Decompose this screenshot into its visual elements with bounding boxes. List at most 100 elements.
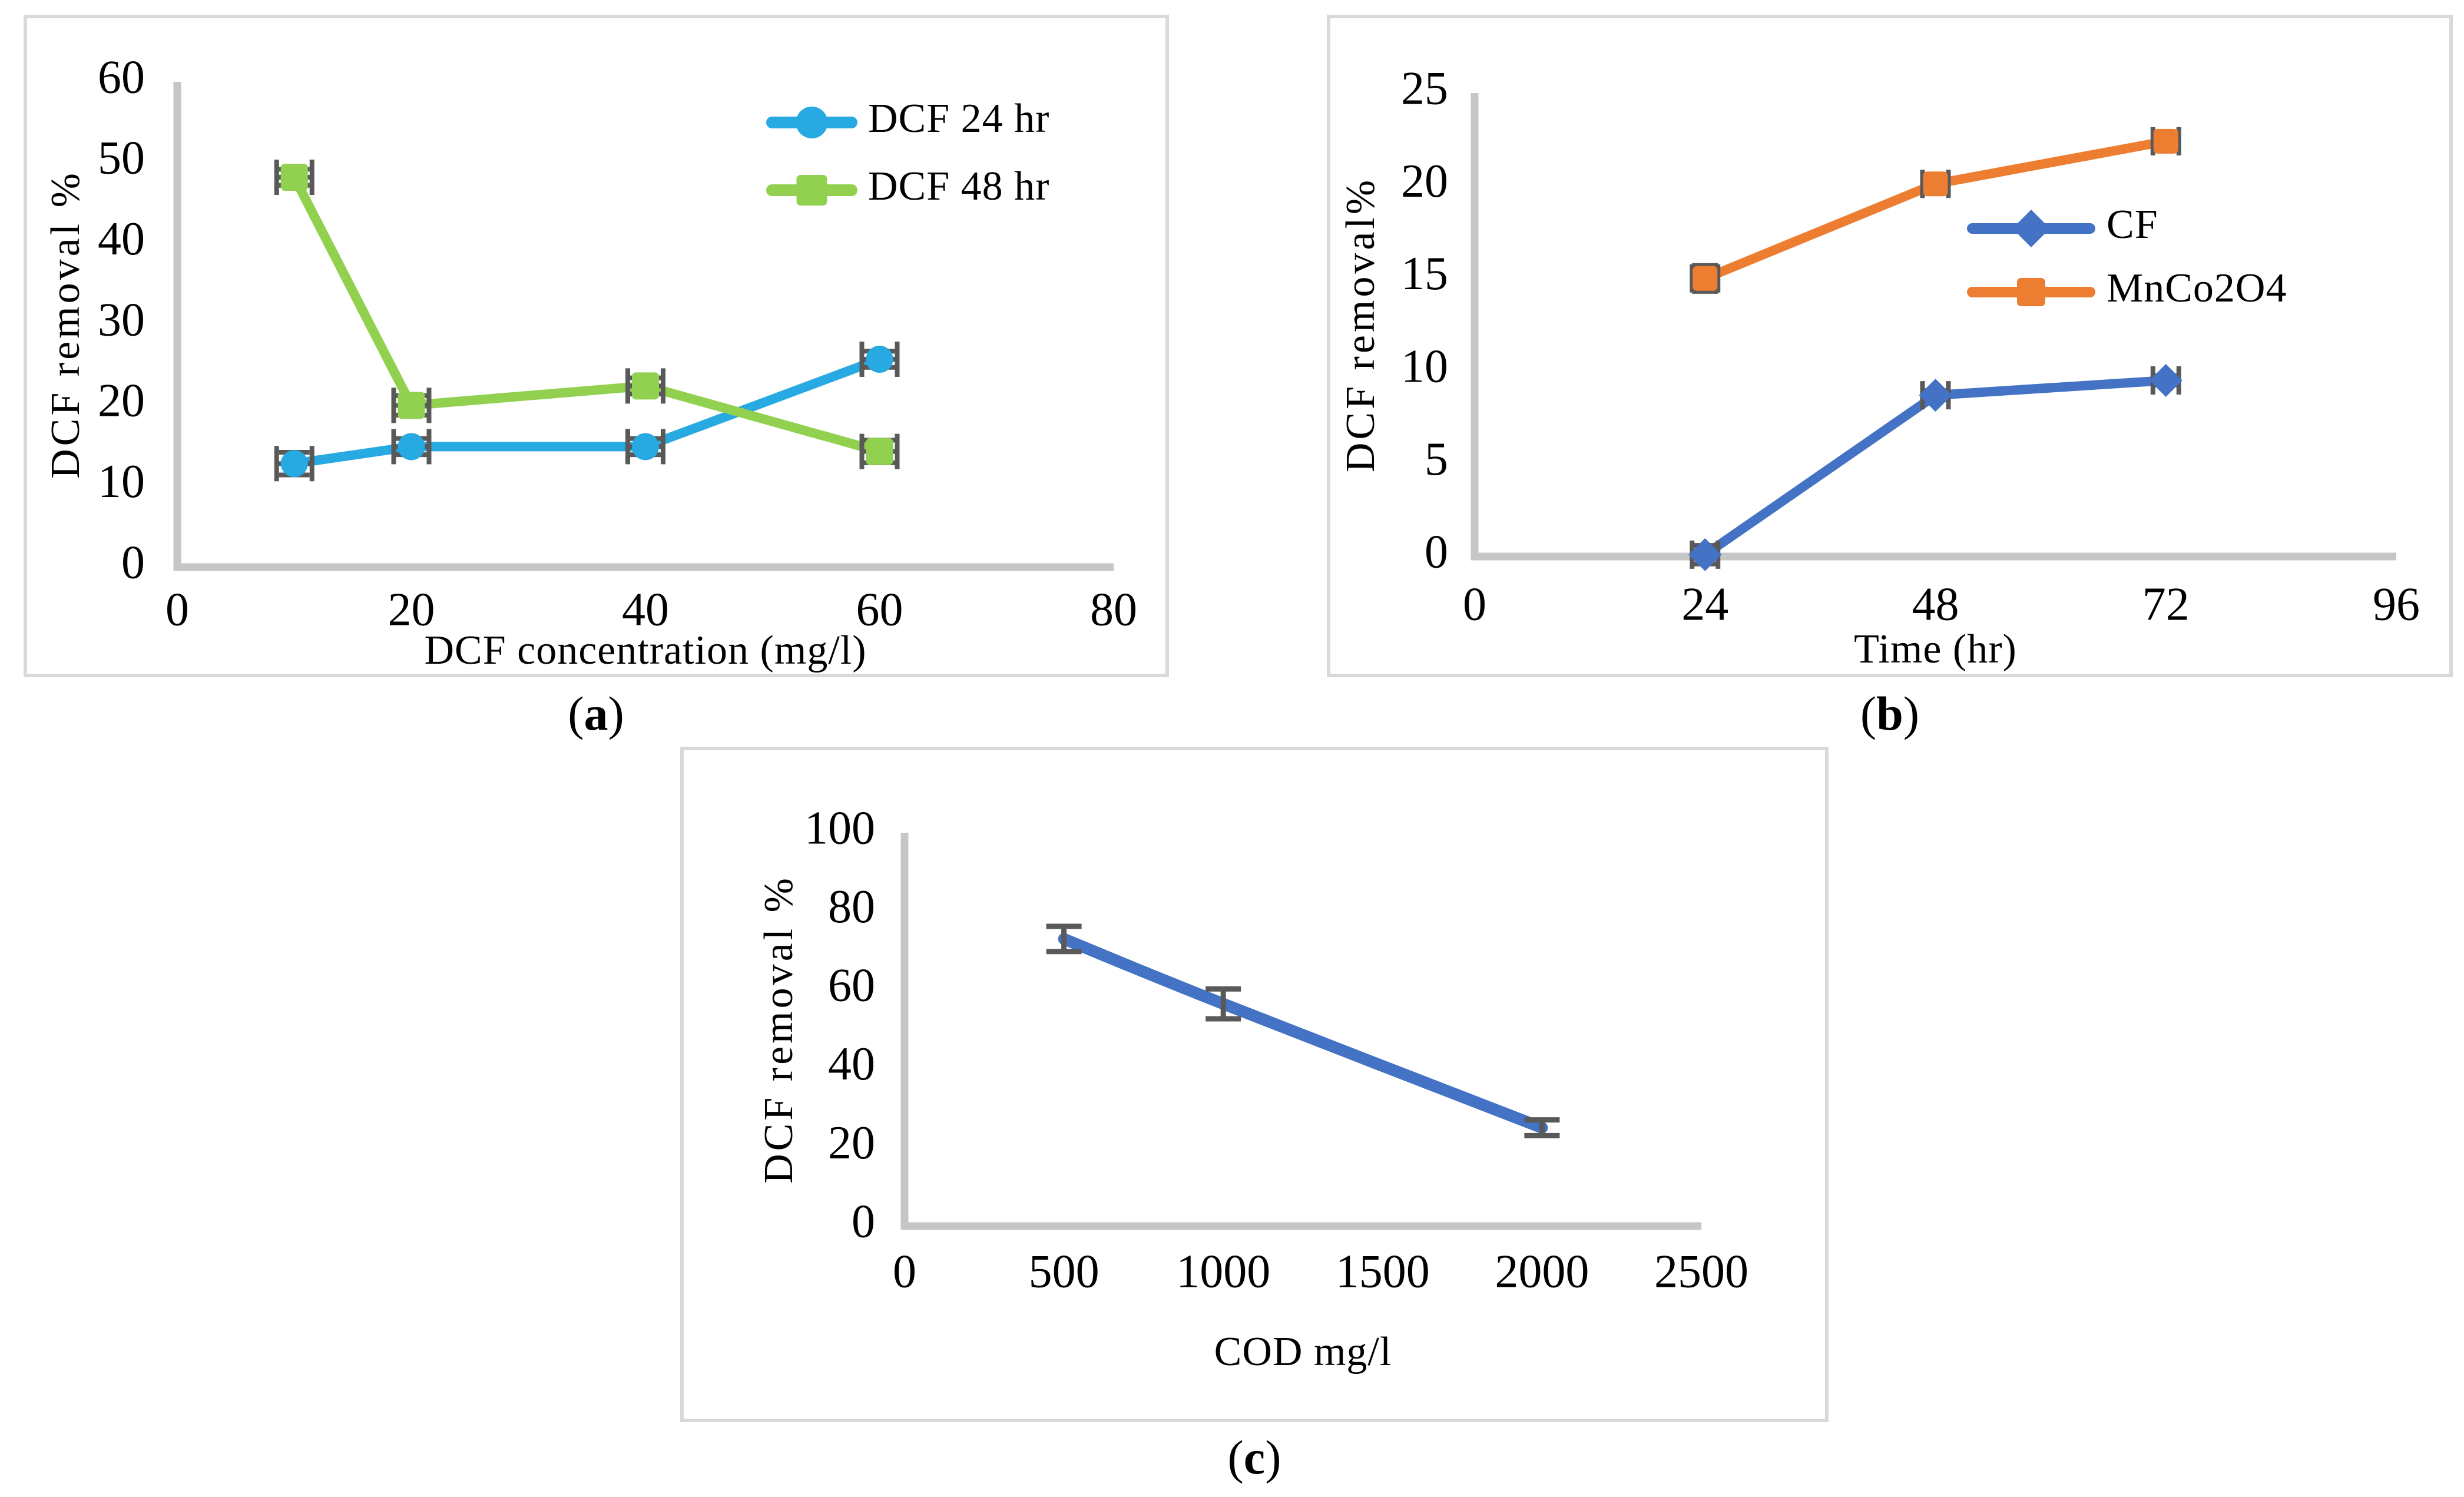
data-point-marker xyxy=(1688,538,1722,571)
y-tick-label: 40 xyxy=(828,1038,875,1090)
y-tick-label: 40 xyxy=(98,213,145,265)
y-tick-label: 100 xyxy=(804,802,875,854)
y-tick-label: 25 xyxy=(1401,62,1448,114)
y-tick-label: 60 xyxy=(98,51,145,103)
chart-panel-b: 0 5 10 15 20 25 0 24 48 72 96 Time (hr) DCF removal%… xyxy=(1327,15,2453,677)
data-point-marker xyxy=(866,438,893,465)
chart-a: 0 10 20 30 40 50 60 0 20 40 60 80 DCF concentration … xyxy=(43,51,1137,673)
caption-c-letter: c xyxy=(1243,1430,1266,1484)
legend-label: MnCo2O4 xyxy=(2107,266,2287,311)
y-axis-title: DCF removal % xyxy=(43,170,88,479)
legend: DCF 24 hr DCF 48 hr xyxy=(766,96,1049,209)
data-point-marker xyxy=(2149,363,2183,397)
y-tick-label: 10 xyxy=(1401,341,1448,393)
axes xyxy=(1471,93,2396,561)
x-tick-label: 20 xyxy=(388,584,435,635)
series-dcf-24-hr xyxy=(274,342,900,482)
caption-b: (b) xyxy=(1801,686,1978,741)
y-tick-label: 5 xyxy=(1425,433,1448,485)
data-point-marker xyxy=(1919,379,1952,412)
y-tick-label: 15 xyxy=(1401,248,1448,300)
caption-a-open: ( xyxy=(568,687,584,740)
caption-a: (a) xyxy=(508,686,684,741)
y-axis-label: DCF removal% xyxy=(1338,177,1383,472)
y-axis-title: DCF removal% xyxy=(1338,177,1383,472)
x-tick-label: 80 xyxy=(1090,584,1137,635)
x-axis-title: DCF concentration (mg/l) xyxy=(424,628,866,673)
data-point-marker xyxy=(1923,171,1948,197)
x-axis-title: Time (hr) xyxy=(1854,627,2017,672)
data-point-marker xyxy=(280,450,308,478)
data-point-marker xyxy=(632,433,659,461)
series-dcf-48-hr xyxy=(274,160,900,469)
x-tick-label: 2500 xyxy=(1654,1246,1748,1297)
series-line xyxy=(1058,933,1548,1134)
x-tick-label: 60 xyxy=(856,584,903,635)
tick-labels: 0 10 20 30 40 50 60 0 20 40 60 80 xyxy=(98,51,1137,635)
tick-labels: 0 5 10 15 20 25 0 24 48 72 96 xyxy=(1401,62,2420,630)
chart-panel-a: 0 10 20 30 40 50 60 0 20 40 60 80 DCF concentration … xyxy=(24,15,1169,677)
series-c xyxy=(1046,923,1560,1138)
legend-item-mnco2o4: MnCo2O4 xyxy=(1967,266,2287,311)
caption-a-letter: a xyxy=(584,687,608,740)
x-tick-label: 96 xyxy=(2373,578,2420,630)
series-line xyxy=(1700,136,2171,283)
caption-b-open: ( xyxy=(1860,687,1877,740)
x-tick-label: 24 xyxy=(1681,578,1728,630)
y-axis-label: DCF removal % xyxy=(43,170,88,479)
legend-swatch-marker xyxy=(2017,278,2045,306)
series-cf xyxy=(1688,363,2183,571)
y-tick-label: 20 xyxy=(1401,155,1448,207)
legend-item-dcf-24-hr: DCF 24 hr xyxy=(766,96,1049,141)
y-tick-label: 60 xyxy=(828,960,875,1012)
x-tick-label: 1500 xyxy=(1336,1246,1430,1297)
x-tick-label: 0 xyxy=(1463,578,1486,630)
x-axis-label: COD mg/l xyxy=(1214,1329,1392,1375)
axes xyxy=(900,833,1701,1230)
x-tick-label: 48 xyxy=(1912,578,1959,630)
legend-item-cf: CF xyxy=(1967,202,2158,247)
y-axis-title: DCF removal % xyxy=(756,875,802,1184)
y-tick-label: 0 xyxy=(852,1195,875,1247)
data-point-marker xyxy=(398,433,425,461)
y-tick-label: 0 xyxy=(1425,526,1448,578)
x-axis-label: Time (hr) xyxy=(1854,627,2017,672)
x-tick-label: 0 xyxy=(893,1246,916,1297)
error-bars xyxy=(1046,923,1560,1138)
data-point-marker xyxy=(280,164,308,191)
caption-a-close: ) xyxy=(608,687,624,740)
caption-c: (c) xyxy=(1166,1430,1343,1485)
y-tick-label: 20 xyxy=(98,375,145,427)
x-tick-label: 2000 xyxy=(1495,1246,1589,1297)
x-tick-label: 0 xyxy=(165,584,189,635)
legend-label: DCF 24 hr xyxy=(868,96,1049,141)
y-tick-label: 0 xyxy=(121,536,145,588)
series-line xyxy=(289,355,885,469)
caption-b-letter: b xyxy=(1876,687,1903,740)
x-axis-label: DCF concentration (mg/l) xyxy=(424,628,866,673)
y-tick-label: 20 xyxy=(828,1117,875,1169)
y-axis-label: DCF removal % xyxy=(756,875,802,1184)
legend-label: CF xyxy=(2107,202,2158,247)
y-tick-label: 80 xyxy=(828,881,875,933)
x-tick-label: 1000 xyxy=(1176,1246,1270,1297)
error-bars xyxy=(274,342,900,482)
y-tick-label: 30 xyxy=(98,294,145,346)
legend-swatch-marker xyxy=(796,175,827,206)
data-point-marker xyxy=(2153,128,2178,154)
caption-b-close: ) xyxy=(1903,687,1920,740)
legend-swatch-marker xyxy=(2012,210,2050,247)
data-point-marker xyxy=(866,346,893,373)
legend-item-dcf-48-hr: DCF 48 hr xyxy=(766,164,1049,209)
caption-c-open: ( xyxy=(1227,1430,1244,1484)
x-tick-label: 72 xyxy=(2142,578,2190,630)
series-mnco2o4 xyxy=(1690,127,2181,294)
x-tick-label: 500 xyxy=(1029,1246,1099,1297)
axes xyxy=(173,82,1114,571)
data-point-marker xyxy=(632,372,659,400)
x-tick-label: 40 xyxy=(622,584,669,635)
y-tick-label: 50 xyxy=(98,133,145,184)
